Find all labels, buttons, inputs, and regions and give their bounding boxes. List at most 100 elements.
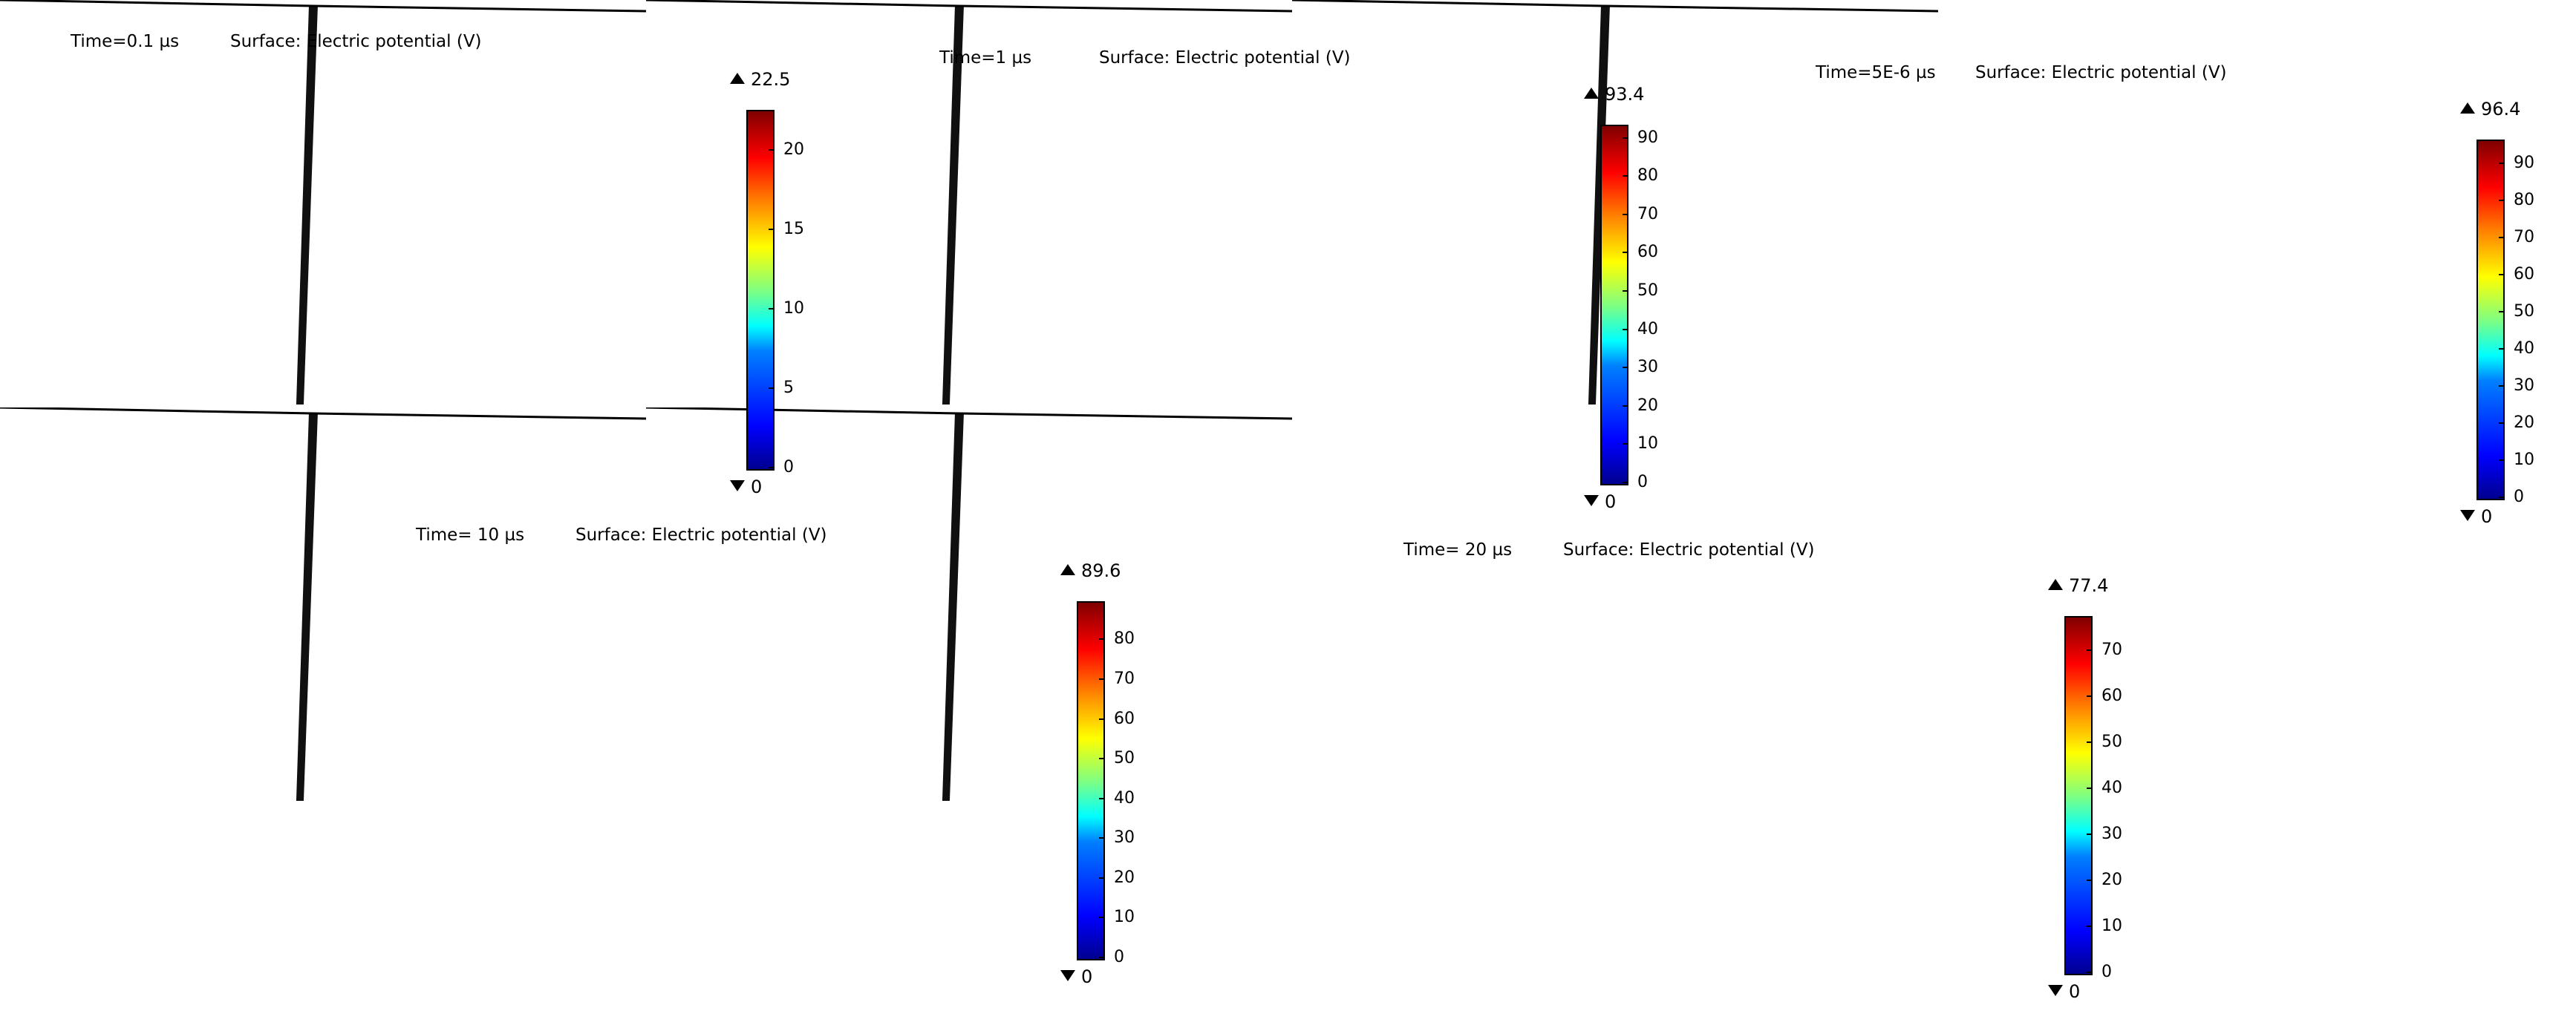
colorbar-tick-mark xyxy=(2087,787,2093,789)
crack-line xyxy=(1588,6,1610,405)
colorbar-tick-label: 20 xyxy=(1114,868,1135,887)
max-arrow-icon xyxy=(2048,579,2063,590)
colorbar-tick-label: 70 xyxy=(1637,204,1658,223)
max-arrow-icon xyxy=(1584,88,1599,99)
colorbar-max-label: 93.4 xyxy=(1605,84,1645,105)
colorbar-tick-mark xyxy=(1099,837,1105,839)
colorbar-tick-mark xyxy=(2499,237,2505,238)
colorbar-tick-label: 20 xyxy=(783,140,804,159)
colorbar-tick-label: 40 xyxy=(2101,778,2122,797)
right-face xyxy=(300,6,646,405)
min-arrow-icon xyxy=(730,480,745,491)
time-label: Time=1 µs xyxy=(939,48,1032,68)
colorbar-tick-label: 30 xyxy=(1637,358,1658,377)
colorbar-tick-mark xyxy=(1623,482,1628,483)
colorbar-tick-label: 10 xyxy=(1637,434,1658,453)
quantity-label: Surface: Electric potential (V) xyxy=(1975,63,2227,82)
quantity-label: Surface: Electric potential (V) xyxy=(230,32,482,51)
colorbar-tick-mark xyxy=(1623,328,1628,330)
colorbar-min-label: 0 xyxy=(2069,981,2081,1002)
potential-surface-plot xyxy=(0,406,647,801)
colorbar-tick-label: 10 xyxy=(2514,451,2534,469)
potential-surface-plot xyxy=(0,0,647,405)
colorbar-tick-mark xyxy=(1623,289,1628,292)
colorbar-tick-mark xyxy=(2087,833,2093,835)
colorbar xyxy=(746,110,775,471)
colorbar-tick-label: 40 xyxy=(2514,339,2534,358)
colorbar xyxy=(2064,616,2093,975)
right-face xyxy=(300,413,646,801)
colorbar-tick-mark xyxy=(769,467,775,468)
colorbar-tick-mark xyxy=(1099,718,1105,720)
colorbar-tick-label: 60 xyxy=(1114,709,1135,728)
colorbar-tick-mark xyxy=(2087,925,2093,927)
crack-line xyxy=(296,413,318,801)
colorbar-tick-label: 10 xyxy=(1114,908,1135,927)
time-label: Time= 10 µs xyxy=(416,525,525,545)
colorbar-min-label: 0 xyxy=(751,477,763,497)
colorbar-tick-label: 50 xyxy=(2101,732,2122,751)
colorbar-tick-mark xyxy=(2499,348,2505,350)
colorbar-tick-label: 60 xyxy=(2514,265,2534,284)
colorbar-tick-mark xyxy=(2087,649,2093,651)
colorbar-tick-mark xyxy=(1099,678,1105,680)
min-arrow-icon xyxy=(2460,510,2475,521)
left-face xyxy=(646,407,959,801)
colorbar-tick-mark xyxy=(1099,638,1105,641)
colorbar-tick-mark xyxy=(1623,252,1628,254)
left-face xyxy=(646,0,959,405)
colorbar-tick-label: 10 xyxy=(2101,916,2122,935)
colorbar-tick-mark xyxy=(1099,797,1105,799)
colorbar-tick-label: 70 xyxy=(2101,640,2122,659)
colorbar-tick-label: 0 xyxy=(2514,488,2524,506)
colorbar-tick-label: 10 xyxy=(783,298,804,318)
colorbar-tick-mark xyxy=(2087,741,2093,743)
colorbar-max-label: 96.4 xyxy=(2481,99,2521,119)
colorbar-tick-label: 30 xyxy=(1114,828,1135,848)
crack-line xyxy=(942,6,964,405)
colorbar-tick-mark xyxy=(2499,497,2505,498)
colorbar-max-label: 89.6 xyxy=(1081,560,1121,581)
colorbar-tick-mark xyxy=(2499,311,2505,312)
colorbar-tick-mark xyxy=(2499,459,2505,461)
colorbar-tick-mark xyxy=(769,228,775,230)
figure: Time=0.1 µs Surface: Electric potential (… xyxy=(0,0,2534,1001)
colorbar-tick-label: 5 xyxy=(783,378,794,397)
min-arrow-icon xyxy=(2048,985,2063,996)
time-label: Time=0.1 µs xyxy=(71,32,180,51)
left-face xyxy=(0,407,313,801)
colorbar-tick-label: 90 xyxy=(2514,154,2534,172)
time-label: Time=5E-6 µs xyxy=(1816,63,1936,82)
right-face xyxy=(946,413,1292,801)
colorbar-tick-label: 60 xyxy=(2101,686,2122,705)
potential-surface-plot xyxy=(1291,0,1939,405)
colorbar xyxy=(2476,140,2505,500)
colorbar-max-label: 77.4 xyxy=(2069,575,2109,596)
colorbar-min-label: 0 xyxy=(1081,966,1093,987)
colorbar xyxy=(1077,601,1105,960)
max-arrow-icon xyxy=(730,73,745,84)
colorbar-tick-mark xyxy=(2087,695,2093,697)
crack-line xyxy=(296,6,318,405)
colorbar-max-label: 22.5 xyxy=(751,69,791,90)
colorbar-tick-label: 30 xyxy=(2514,376,2534,395)
colorbar-tick-label: 0 xyxy=(2101,963,2112,981)
colorbar-tick-mark xyxy=(1099,917,1105,919)
colorbar xyxy=(1600,125,1628,485)
colorbar-tick-label: 50 xyxy=(1114,749,1135,768)
colorbar-tick-label: 20 xyxy=(2514,413,2534,432)
quantity-label: Surface: Electric potential (V) xyxy=(1563,540,1815,560)
quantity-label: Surface: Electric potential (V) xyxy=(1099,48,1351,68)
colorbar-tick-label: 80 xyxy=(1114,629,1135,649)
colorbar-tick-mark xyxy=(769,307,775,310)
quantity-label: Surface: Electric potential (V) xyxy=(575,525,827,545)
colorbar-tick-mark xyxy=(2087,972,2093,973)
colorbar-min-label: 0 xyxy=(2481,506,2493,527)
colorbar-tick-label: 70 xyxy=(1114,669,1135,688)
colorbar-tick-label: 0 xyxy=(1637,473,1648,491)
colorbar-tick-mark xyxy=(769,387,775,389)
colorbar-tick-label: 20 xyxy=(2101,870,2122,889)
colorbar-tick-mark xyxy=(2499,200,2505,201)
colorbar-tick-label: 30 xyxy=(2101,824,2122,843)
colorbar-tick-label: 40 xyxy=(1637,319,1658,338)
